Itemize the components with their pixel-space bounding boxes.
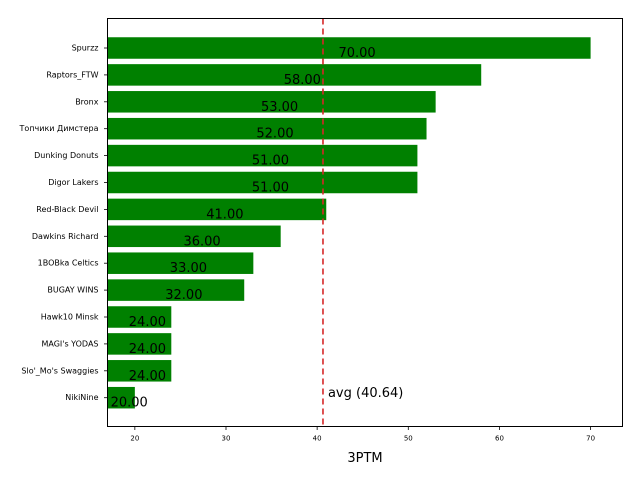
x-tick-label: 30 xyxy=(222,435,231,443)
y-tick-label: Dawkins Richard xyxy=(32,232,99,241)
y-tick-label: Raptors_FTW xyxy=(46,70,98,79)
bar xyxy=(107,279,245,301)
bar xyxy=(107,64,482,86)
y-tick-label: Bronx xyxy=(75,97,99,106)
bar-value-label: 24.00 xyxy=(129,369,166,384)
bar xyxy=(107,117,427,140)
bar-value-label: 24.00 xyxy=(129,342,166,357)
bar-value-label: 70.00 xyxy=(338,46,375,61)
bar-value-label: 51.00 xyxy=(252,154,289,169)
bar xyxy=(107,225,281,248)
bar-value-label: 52.00 xyxy=(256,127,293,142)
y-tick-label: Dunking Donuts xyxy=(34,151,98,160)
y-tick-label: Digor Lakers xyxy=(48,178,98,187)
average-label: avg (40.64) xyxy=(328,386,403,401)
x-tick-label: 50 xyxy=(404,435,413,443)
bar-value-label: 41.00 xyxy=(206,207,243,222)
y-tick-label: Slo'_Mo's Swaggies xyxy=(21,366,98,375)
bar xyxy=(107,306,172,328)
bar xyxy=(107,37,591,59)
value-labels-layer: 70.00 58.00 53.00 52.00 51.00 51.00 41.00 36.00… xyxy=(111,46,376,411)
y-axis-ticks: Spurzz Raptors_FTW Bronx Топчики Димстера Du… xyxy=(19,44,108,402)
average-line-layer: avg (40.64) xyxy=(322,18,403,427)
bar-value-label: 51.00 xyxy=(252,181,289,196)
bar-value-label: 20.00 xyxy=(111,396,148,411)
x-tick-label: 20 xyxy=(130,435,139,443)
bar-value-label: 36.00 xyxy=(183,234,220,249)
bars-layer xyxy=(107,37,591,409)
bar-value-label: 32.00 xyxy=(165,288,202,303)
bar-value-label: 58.00 xyxy=(284,73,321,88)
y-tick-label: Топчики Димстера xyxy=(19,124,99,133)
plot-frame xyxy=(107,18,623,427)
y-tick-label: BUGAY WINS xyxy=(47,286,98,295)
y-tick-label: Red-Black Devil xyxy=(36,205,98,214)
x-tick-label: 40 xyxy=(313,435,322,443)
bar-value-label: 53.00 xyxy=(261,100,298,115)
bar-value-label: 24.00 xyxy=(129,315,166,330)
bar xyxy=(107,91,436,113)
bar xyxy=(107,144,418,167)
bar xyxy=(107,360,172,382)
y-tick-label: MAGI's YODAS xyxy=(41,339,98,348)
x-axis-ticks: 20 30 40 50 60 70 xyxy=(130,426,595,443)
x-axis-label: 3PTM xyxy=(347,451,382,466)
x-tick-label: 70 xyxy=(586,435,595,443)
bar xyxy=(107,171,418,194)
x-tick-label: 60 xyxy=(495,435,504,443)
y-tick-label: 1BOBka Celtics xyxy=(38,259,99,268)
y-tick-label: Hawk10 Minsk xyxy=(41,313,99,322)
bar xyxy=(107,386,135,409)
bar xyxy=(107,333,172,355)
y-tick-label: NikiNine xyxy=(65,393,98,402)
bar xyxy=(107,198,327,221)
y-tick-label: Spurzz xyxy=(72,44,99,53)
bar xyxy=(107,252,254,274)
bar-value-label: 33.00 xyxy=(170,261,207,276)
